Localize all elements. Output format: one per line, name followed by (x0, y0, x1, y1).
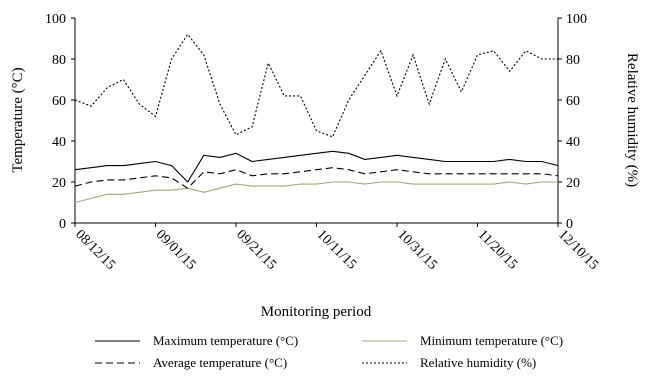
x-tick-label: 12/10/15 (555, 227, 601, 273)
x-tick-label: 08/12/15 (72, 227, 118, 273)
y2-tick-label: 100 (566, 12, 587, 27)
series-line (74, 33, 558, 138)
y-tick-label: 80 (52, 53, 66, 68)
x-tick-label: 10/11/15 (314, 227, 359, 272)
legend-label: Average temperature (°C) (153, 355, 287, 370)
legend-label: Maximum temperature (°C) (153, 333, 298, 348)
y2-axis-title: Relative humidity (%) (624, 53, 640, 187)
legend-label: Relative humidity (%) (420, 355, 536, 370)
series-line (74, 181, 558, 204)
y-tick-label: 40 (52, 135, 66, 150)
y2-tick-label: 0 (566, 217, 573, 232)
y2-tick-label: 20 (566, 176, 580, 191)
y-tick-label: 100 (45, 12, 66, 27)
series-line (74, 167, 559, 189)
y-tick-label: 20 (52, 176, 66, 191)
x-tick-label: 09/01/15 (153, 227, 199, 273)
y2-tick-label: 60 (566, 94, 580, 109)
y2-tick-label: 40 (566, 135, 580, 150)
y-tick-label: 60 (52, 94, 66, 109)
x-tick-label: 09/21/15 (233, 227, 279, 273)
x-axis-title: Monitoring period (261, 304, 372, 320)
x-tick-label: 10/31/15 (394, 227, 440, 273)
legend-label: Minimum temperature (°C) (420, 333, 563, 348)
y-axis-title: Temperature (°C) (10, 67, 26, 172)
series-line (74, 150, 559, 183)
y-tick-label: 0 (59, 217, 66, 232)
y2-tick-label: 80 (566, 53, 580, 68)
x-tick-label: 11/20/15 (475, 227, 520, 272)
